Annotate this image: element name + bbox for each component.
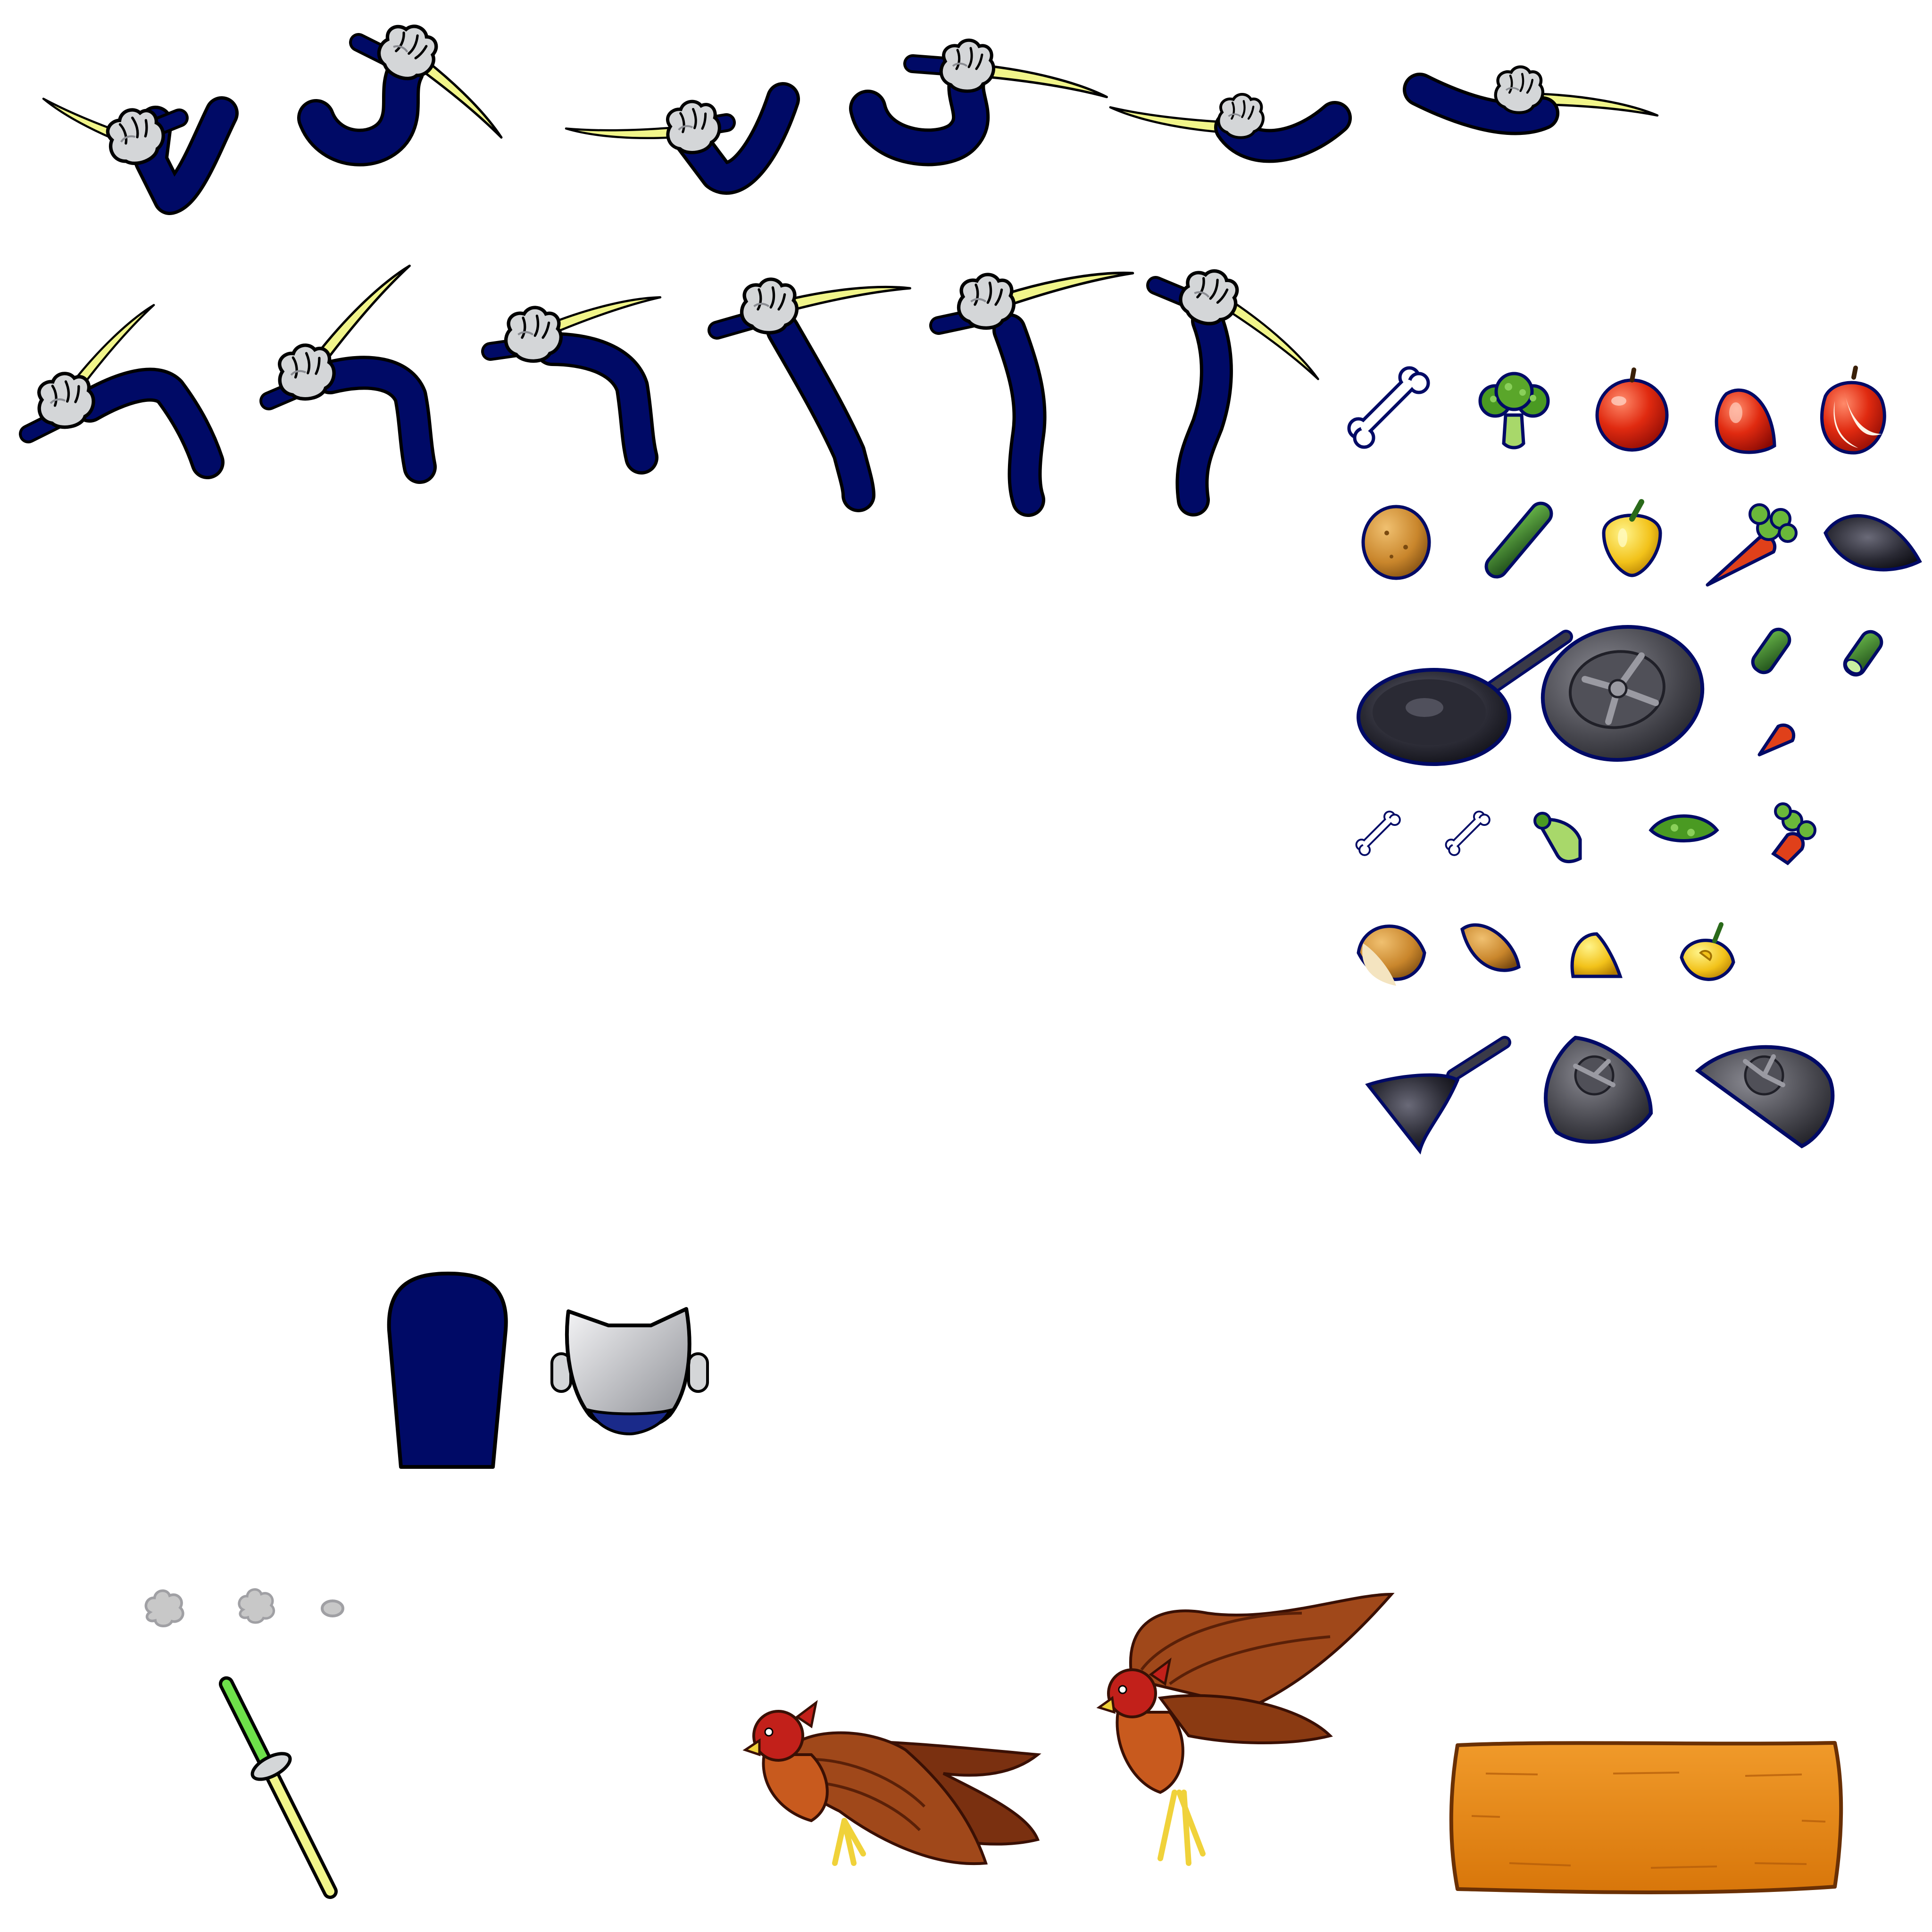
arm-raise-frame-2 [259,258,437,484]
arm-raise-frame-1 [19,299,225,479]
arm-swing-frame-1 [40,96,239,215]
broccoli-stem-icon [1533,812,1582,864]
potato-icon [1361,505,1431,580]
arm-swing-frame-6 [1403,67,1658,135]
arm-raise-frame-3 [481,288,661,475]
pepper-slice-icon [1680,922,1735,981]
potato-piece-icon [1460,923,1521,972]
smoke-puff-medium-icon [239,1590,274,1623]
tire-icon [1541,625,1705,762]
yellow-pepper-icon [1602,499,1662,577]
pan-fragment-icon [1824,514,1922,572]
bone-piece-small-icon [1446,812,1490,855]
arm-raise-frame-4 [708,278,910,512]
hawk-wings-raised-sprite [1096,1592,1395,1866]
cucumber-icon [1484,501,1553,579]
arm-swing-frame-2 [297,17,508,167]
carrot-top-icon [1771,802,1816,866]
carrot-icon [1706,503,1798,587]
tire-half-icon [1544,1035,1653,1144]
carrot-piece-icon [1757,723,1796,757]
pan-handle-piece-icon [1365,1036,1511,1155]
broccoli-icon [1478,372,1550,450]
wooden-plank-sign [1449,1741,1843,1894]
cucumber-piece-icon [1751,627,1791,675]
cucumber-slice-icon [1843,630,1883,677]
apple-half-icon [1715,388,1776,454]
smoke-puff-large-icon [146,1591,183,1626]
tire-quarter-icon [1695,1045,1835,1149]
bone-piece-icon [1357,812,1400,855]
arm-swing-frame-5 [1109,94,1352,163]
arm-swing-frame-4 [849,40,1108,167]
arm-raise-frame-6 [1146,264,1324,516]
head-back-part [550,1307,709,1436]
potato-half-icon [1357,924,1426,986]
pepper-half-icon [1570,932,1623,978]
smoke-puff-small-icon [321,1599,344,1617]
apple-icon [1595,367,1669,452]
hawk-perched-sprite [742,1700,1041,1866]
arm-raise-frame-5 [929,262,1133,517]
frying-pan-icon [1357,630,1573,766]
apple-slice-icon [1820,366,1886,455]
staff-weapon-icon [219,1676,338,1899]
arm-swing-frame-3 [566,82,800,195]
bone-icon [1349,368,1428,447]
body-torso-part [387,1272,508,1469]
broccoli-floret-icon [1649,814,1719,842]
